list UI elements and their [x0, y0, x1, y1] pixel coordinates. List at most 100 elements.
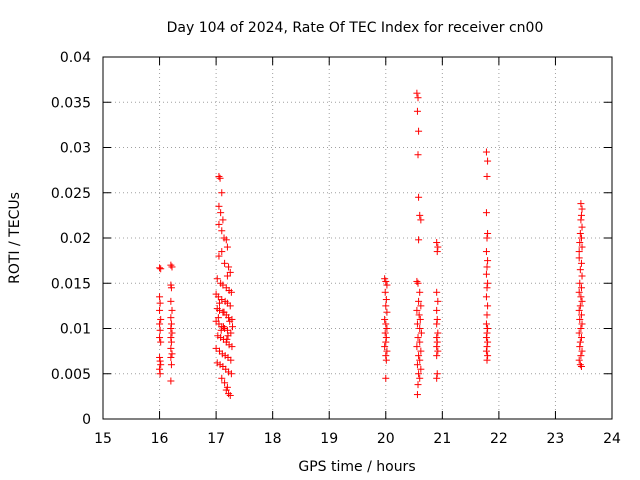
- data-point: [482, 148, 490, 156]
- data-point: [415, 352, 423, 360]
- data-point: [381, 288, 389, 296]
- data-point: [224, 332, 232, 340]
- data-point: [578, 223, 586, 231]
- data-point: [433, 320, 441, 328]
- x-tick-label: 20: [377, 431, 395, 447]
- data-point: [217, 326, 225, 334]
- data-point: [576, 239, 584, 247]
- data-point: [415, 297, 423, 305]
- data-point: [156, 334, 164, 342]
- data-point: [434, 329, 442, 337]
- data-point: [226, 391, 234, 399]
- data-point: [382, 352, 390, 360]
- data-point: [578, 320, 586, 328]
- x-tick-label: 16: [151, 431, 169, 447]
- data-point: [383, 281, 391, 289]
- data-point: [215, 172, 223, 180]
- data-point: [168, 329, 176, 337]
- data-point: [218, 189, 226, 197]
- data-point: [156, 365, 164, 373]
- data-point: [483, 284, 491, 292]
- data-point: [578, 297, 586, 305]
- data-point: [167, 338, 175, 346]
- x-tick-label: 15: [94, 431, 112, 447]
- data-point: [413, 277, 421, 285]
- data-points: [156, 89, 586, 399]
- data-point: [577, 334, 585, 342]
- data-point: [433, 315, 441, 323]
- data-point: [577, 284, 585, 292]
- data-point: [433, 338, 441, 346]
- data-point: [222, 236, 230, 244]
- data-point: [578, 272, 586, 280]
- data-point: [216, 174, 224, 182]
- data-point: [416, 356, 424, 364]
- y-tick-label: 0.02: [60, 231, 91, 247]
- data-point: [227, 356, 235, 364]
- data-point: [220, 308, 228, 316]
- data-point: [416, 211, 424, 219]
- data-point: [216, 299, 224, 307]
- data-point: [156, 326, 164, 334]
- data-point: [433, 306, 441, 314]
- data-point: [433, 352, 441, 360]
- data-point: [382, 277, 390, 285]
- data-point: [415, 127, 423, 135]
- data-point: [218, 374, 226, 382]
- data-point: [223, 243, 231, 251]
- data-point: [217, 209, 225, 217]
- data-point: [168, 263, 176, 271]
- y-tick-label: 0.025: [51, 186, 91, 202]
- data-point: [382, 334, 390, 342]
- data-point: [225, 263, 233, 271]
- y-tick-label: 0: [82, 412, 91, 428]
- data-point: [156, 293, 164, 301]
- data-point: [381, 329, 389, 337]
- data-point: [382, 374, 390, 382]
- data-point: [433, 370, 441, 378]
- data-point: [413, 343, 421, 351]
- data-point: [382, 302, 390, 310]
- data-point: [218, 248, 226, 256]
- data-point: [415, 370, 423, 378]
- data-point: [483, 234, 491, 242]
- data-point: [156, 264, 164, 272]
- data-point: [167, 284, 175, 292]
- data-point: [575, 254, 583, 262]
- data-point: [577, 234, 585, 242]
- data-point: [578, 243, 586, 251]
- x-tick-label: 17: [207, 431, 225, 447]
- data-point: [218, 296, 226, 304]
- data-point: [483, 263, 491, 271]
- data-point: [415, 311, 423, 319]
- data-point: [156, 299, 164, 307]
- y-axis-label: ROTI / TECUs: [7, 192, 23, 284]
- data-point: [157, 265, 165, 273]
- data-point: [416, 338, 424, 346]
- chart-title: Day 104 of 2024, Rate Of TEC Index for r…: [167, 20, 544, 36]
- data-point: [577, 363, 585, 371]
- data-point: [434, 347, 442, 355]
- data-point: [576, 279, 584, 287]
- data-point: [417, 302, 425, 310]
- data-point: [167, 261, 175, 269]
- data-point: [381, 315, 389, 323]
- y-tick-label: 0.015: [51, 276, 91, 292]
- data-point: [382, 320, 390, 328]
- data-point: [415, 193, 423, 201]
- data-point: [225, 314, 233, 322]
- data-point: [484, 338, 492, 346]
- data-point: [167, 344, 175, 352]
- data-point: [413, 306, 421, 314]
- data-point: [382, 296, 390, 304]
- data-point: [382, 356, 390, 364]
- data-point: [575, 356, 583, 364]
- data-point: [215, 202, 223, 210]
- data-point: [218, 227, 226, 235]
- data-point: [576, 338, 584, 346]
- data-point: [433, 239, 441, 247]
- data-point: [167, 297, 175, 305]
- data-point: [414, 334, 422, 342]
